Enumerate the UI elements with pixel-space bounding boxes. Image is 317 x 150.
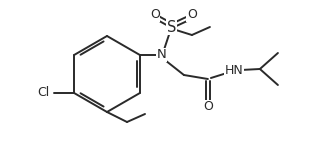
Text: S: S bbox=[167, 20, 177, 34]
Text: O: O bbox=[150, 9, 160, 21]
Text: N: N bbox=[157, 48, 167, 62]
Text: Cl: Cl bbox=[37, 87, 49, 99]
Text: O: O bbox=[203, 100, 213, 114]
Text: HN: HN bbox=[224, 64, 243, 78]
Text: O: O bbox=[187, 9, 197, 21]
